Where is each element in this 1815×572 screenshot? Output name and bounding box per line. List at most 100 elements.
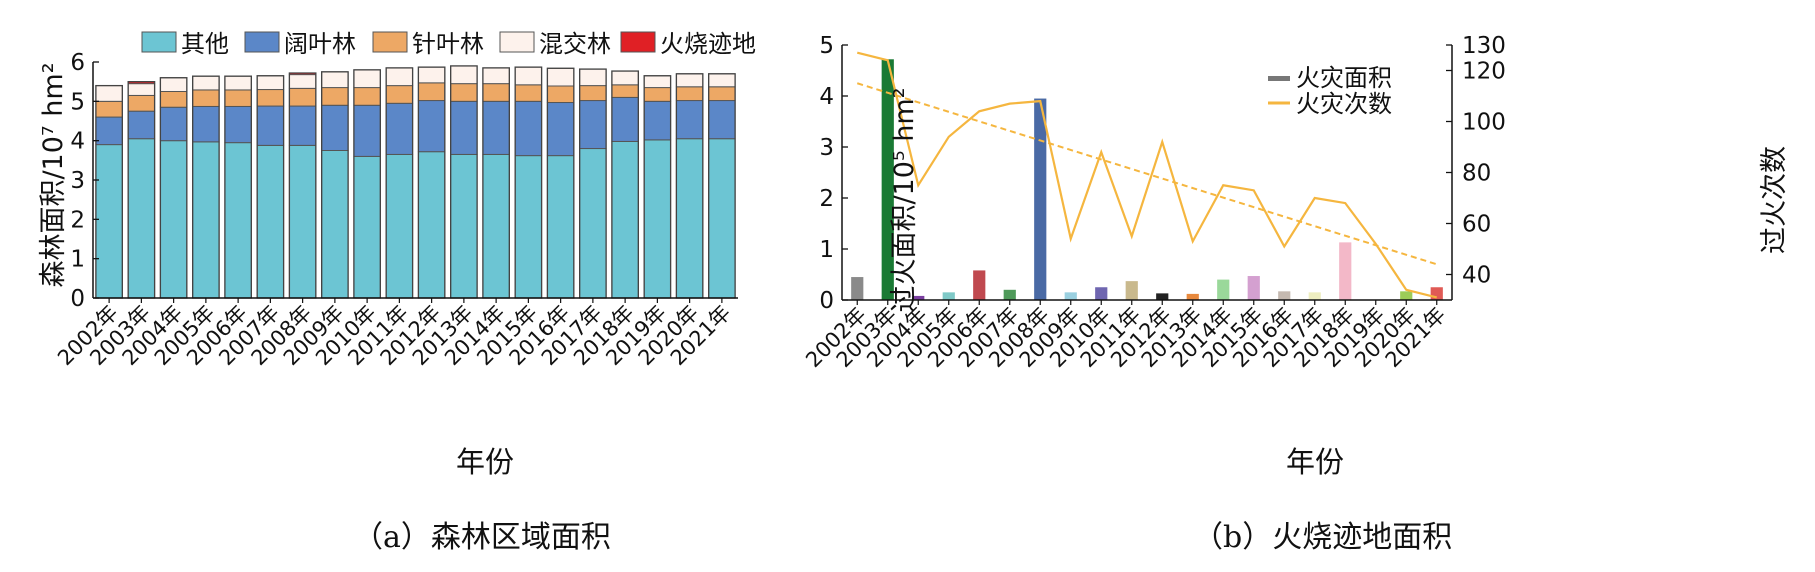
right-y-tick-label: 60 (1462, 212, 1491, 238)
bar-segment-3 (611, 84, 639, 98)
chart-b: 2002年2003年2004年2005年2006年2007年2008年2009年… (801, 33, 1790, 479)
bar-segment-1 (708, 138, 736, 299)
y-tick-label: 4 (70, 129, 85, 155)
bar-segment-4 (192, 75, 220, 91)
bar-segment-4 (353, 69, 381, 89)
bar-segment-2 (708, 100, 736, 140)
bar-segment-4 (417, 66, 446, 84)
legend-label: 火灾次数 (1296, 90, 1392, 118)
bar-segment-1 (417, 151, 446, 299)
caption-b: （b）火烧迹地面积 (1193, 520, 1453, 555)
legend-label: 其他 (181, 30, 229, 58)
left-y-tick-label: 4 (819, 84, 834, 110)
bar (1278, 291, 1291, 300)
bar (851, 277, 864, 300)
legend-swatch (244, 31, 280, 53)
chart-a: 2002年2003年2004年2005年2006年2007年2008年2009年… (38, 30, 756, 479)
legend-swatch (499, 31, 535, 53)
bar-segment-2 (643, 100, 672, 141)
left-y-tick-label: 0 (819, 288, 834, 314)
bar-segment-4 (546, 67, 575, 87)
bar-segment-2 (385, 102, 414, 155)
bar-segment-4 (95, 85, 123, 102)
bar-segment-1 (127, 138, 156, 299)
y-tick-label: 3 (70, 168, 85, 194)
bar (1034, 98, 1047, 300)
bar-segment-3 (579, 85, 607, 102)
left-y-tick-label: 2 (819, 186, 834, 212)
y-tick-label: 1 (70, 247, 85, 273)
bar-segment-3 (321, 87, 349, 106)
bar-segment-3 (224, 89, 252, 107)
bar (1247, 276, 1260, 300)
left-y-tick-label: 3 (819, 135, 834, 161)
bar-segment-2 (288, 105, 317, 146)
legend-label: 阔叶林 (284, 30, 356, 58)
right-y-tick-label: 130 (1462, 33, 1506, 59)
chart-a-y-axis-label: 森林面积/10⁷ hm² (38, 62, 69, 287)
bar-segment-2 (256, 105, 285, 146)
chart-a-bars (95, 65, 736, 299)
bar (1186, 293, 1199, 300)
bar-segment-2 (353, 104, 381, 157)
bar-segment-2 (546, 102, 575, 157)
right-y-tick-label: 120 (1462, 59, 1506, 85)
bar-segment-3 (256, 89, 285, 107)
bar-segment-3 (385, 85, 414, 104)
bar-segment-3 (159, 91, 188, 108)
bar-segment-1 (675, 138, 704, 299)
bar (1339, 242, 1352, 300)
bar-segment-2 (159, 106, 188, 142)
bar-segment-1 (546, 155, 575, 299)
bar-segment-4 (159, 77, 188, 92)
bar-segment-1 (95, 144, 123, 299)
bar-segment-3 (482, 83, 510, 102)
bar (1095, 287, 1108, 300)
bar-segment-4 (675, 73, 704, 88)
legend-label: 针叶林 (412, 30, 484, 58)
bar-segment-1 (288, 144, 317, 299)
caption-a: （a）森林区域面积 (353, 520, 611, 555)
bar-segment-3 (708, 86, 736, 102)
bar-segment-4 (127, 83, 156, 96)
bar-segment-3 (417, 82, 446, 102)
trend-line (856, 82, 1438, 266)
bar-segment-2 (675, 100, 704, 140)
bar-segment-3 (353, 87, 381, 106)
y-tick-label: 6 (70, 50, 85, 76)
bar-segment-4 (450, 65, 478, 85)
bar-segment-1 (611, 140, 639, 299)
left-y-tick-label: 5 (819, 33, 834, 59)
y-tick-label: 2 (70, 207, 85, 233)
bar-segment-1 (159, 140, 188, 299)
chart-a-legend: 其他 阔叶林 针叶林 混交林 火烧迹地 (141, 30, 756, 58)
legend-swatch (620, 31, 656, 53)
chart-b-lines (856, 51, 1438, 299)
right-y-tick-label: 80 (1462, 161, 1491, 187)
bar-segment-4 (288, 74, 317, 89)
bar (1064, 292, 1077, 300)
legend-swatch-bar (1268, 76, 1290, 81)
bar-segment-4 (482, 67, 510, 85)
legend-swatch (372, 31, 408, 53)
bar-segment-1 (482, 153, 510, 299)
bar-segment-4 (224, 75, 252, 91)
bar-segment-3 (514, 84, 543, 102)
bar-segment-4 (643, 75, 672, 89)
bar-segment-1 (192, 141, 220, 299)
bar (1400, 291, 1413, 300)
bar-segment-1 (514, 155, 543, 299)
bar-segment-3 (450, 83, 478, 102)
bar-segment-4 (708, 73, 736, 88)
chart-a-x-axis-label: 年份 (456, 445, 514, 479)
bar (942, 292, 955, 300)
chart-b-axes: 2002年2003年2004年2005年2006年2007年2008年2009年… (801, 33, 1506, 372)
bar-segment-4 (385, 67, 414, 87)
bar-segment-3 (288, 87, 317, 107)
bar-segment-2 (611, 96, 639, 142)
bar-segment-4 (256, 75, 285, 91)
bar-segment-3 (675, 86, 704, 102)
bar-segment-3 (95, 100, 123, 118)
bar-segment-2 (482, 100, 510, 155)
